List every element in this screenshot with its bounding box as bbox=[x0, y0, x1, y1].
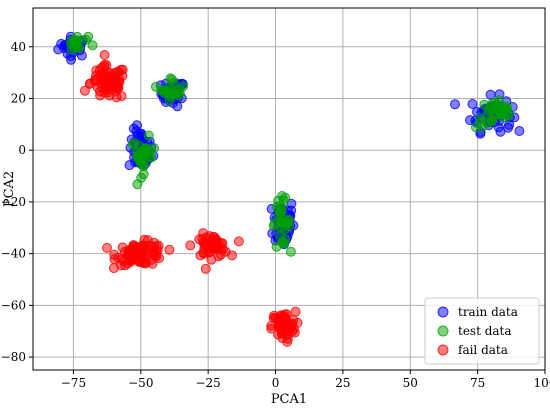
data-points bbox=[53, 31, 525, 347]
data-point bbox=[96, 62, 107, 73]
data-point bbox=[450, 99, 460, 110]
data-point bbox=[124, 160, 135, 171]
data-point bbox=[282, 333, 293, 344]
x-tick-label: 50 bbox=[403, 376, 418, 390]
data-point bbox=[128, 139, 139, 150]
data-point bbox=[211, 236, 222, 247]
data-point bbox=[268, 312, 279, 323]
data-point bbox=[170, 85, 181, 96]
legend-marker bbox=[437, 344, 449, 356]
data-point bbox=[220, 246, 231, 257]
data-point bbox=[285, 246, 296, 257]
data-point bbox=[102, 242, 112, 253]
axis-ticks: −75 −50 −25 0 25 50 75 100 −80 −60 −40 −20 0 20 40 bbox=[1, 40, 550, 390]
plot-frame bbox=[32, 7, 546, 371]
data-point bbox=[233, 236, 244, 247]
data-point bbox=[280, 224, 291, 235]
data-point bbox=[503, 122, 514, 133]
data-point bbox=[83, 31, 94, 42]
y-tick-label: 20 bbox=[11, 92, 26, 106]
y-axis-label: PCA2 bbox=[2, 171, 17, 207]
legend-marker bbox=[437, 325, 449, 337]
y-tick-label: 40 bbox=[11, 40, 26, 54]
data-point bbox=[114, 74, 125, 85]
data-point bbox=[200, 263, 211, 274]
data-point bbox=[140, 258, 151, 269]
data-point bbox=[486, 116, 497, 127]
data-point bbox=[95, 90, 106, 101]
data-point bbox=[514, 126, 525, 136]
data-point bbox=[111, 86, 121, 97]
y-tick-label: −80 bbox=[1, 350, 26, 364]
x-axis-label: PCA1 bbox=[271, 392, 307, 407]
y-tick-label: −40 bbox=[1, 247, 26, 261]
data-point bbox=[185, 240, 196, 251]
data-point bbox=[465, 115, 475, 126]
data-point bbox=[278, 238, 289, 249]
legend-marker bbox=[437, 306, 449, 318]
x-tick-label: 0 bbox=[272, 376, 280, 390]
data-point bbox=[156, 85, 167, 96]
legend-box bbox=[424, 297, 540, 365]
data-point bbox=[128, 123, 139, 134]
x-tick-label: −50 bbox=[128, 376, 153, 390]
data-point bbox=[496, 109, 507, 120]
data-point bbox=[56, 38, 67, 49]
data-point bbox=[99, 50, 110, 60]
grid bbox=[33, 8, 545, 370]
legend: train data test data fail data bbox=[424, 297, 540, 365]
y-tick-label: −60 bbox=[1, 298, 26, 312]
data-point bbox=[105, 68, 116, 79]
data-point bbox=[276, 321, 287, 332]
data-point bbox=[283, 214, 294, 225]
data-point bbox=[290, 306, 301, 317]
y-tick-label: −20 bbox=[1, 195, 26, 209]
data-point bbox=[164, 244, 175, 255]
data-point bbox=[475, 113, 486, 124]
data-point bbox=[87, 40, 98, 51]
x-tick-label: 25 bbox=[335, 376, 350, 390]
data-point bbox=[151, 251, 162, 262]
data-point bbox=[204, 231, 215, 242]
data-point bbox=[137, 248, 148, 259]
data-point bbox=[116, 64, 126, 75]
data-point bbox=[288, 324, 299, 335]
data-point bbox=[66, 44, 77, 55]
data-point bbox=[90, 74, 101, 85]
x-tick-label: −75 bbox=[61, 376, 86, 390]
fail-data-series bbox=[79, 50, 303, 347]
legend-entry: test data bbox=[458, 324, 512, 338]
data-point bbox=[127, 244, 137, 255]
data-point bbox=[467, 99, 478, 109]
test-data-series bbox=[66, 31, 514, 257]
x-tick-label: 75 bbox=[470, 376, 485, 390]
legend-entry: fail data bbox=[458, 343, 508, 357]
data-point bbox=[195, 250, 206, 261]
x-tick-label: 100 bbox=[534, 376, 550, 390]
data-point bbox=[143, 130, 154, 141]
data-point bbox=[118, 256, 129, 267]
legend-entry: train data bbox=[458, 305, 518, 319]
x-tick-label: −25 bbox=[195, 376, 220, 390]
data-point bbox=[79, 85, 90, 96]
data-point bbox=[136, 172, 147, 183]
data-point bbox=[133, 154, 144, 165]
data-point bbox=[278, 195, 289, 206]
data-point bbox=[117, 242, 128, 253]
y-tick-label: 0 bbox=[18, 143, 26, 157]
data-point bbox=[277, 203, 287, 214]
data-point bbox=[167, 74, 177, 85]
